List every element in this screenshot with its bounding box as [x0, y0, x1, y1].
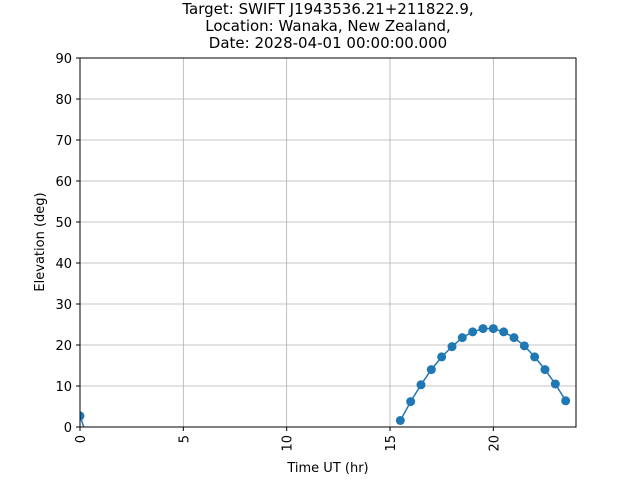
y-tick-label: 10 [55, 380, 72, 395]
data-point [457, 333, 467, 343]
data-point [416, 380, 426, 390]
y-axis-label: Elevation (deg) [33, 192, 48, 291]
x-tick-label: 10 [281, 435, 296, 452]
data-point [80, 411, 85, 421]
x-axis-ticks: 0 5 10 15 20 [74, 427, 502, 452]
elevation-series [80, 324, 571, 427]
y-tick-label: 70 [55, 134, 72, 149]
x-tick-label: 5 [177, 435, 192, 443]
x-tick-label: 20 [487, 435, 502, 452]
data-point [478, 324, 488, 334]
data-point [499, 327, 509, 337]
data-point [488, 324, 498, 334]
data-point [550, 379, 560, 389]
y-axis-ticks: 0 10 20 30 40 50 60 70 80 90 [55, 52, 80, 436]
data-point [406, 397, 416, 407]
data-point [509, 333, 519, 343]
title-line: Target: SWIFT J1943536.21+211822.9, [181, 0, 473, 18]
data-point [540, 365, 550, 375]
y-tick-label: 90 [55, 52, 72, 67]
y-tick-label: 50 [55, 216, 72, 231]
series-line [399, 327, 567, 421]
y-tick-label: 0 [64, 421, 72, 436]
data-point [561, 396, 571, 406]
x-axis-label: Time UT (hr) [286, 461, 368, 476]
data-point [519, 341, 529, 351]
chart-title: Target: SWIFT J1943536.21+211822.9,Locat… [181, 0, 473, 52]
data-point [426, 365, 436, 375]
data-point [447, 342, 457, 352]
data-point [468, 327, 478, 337]
data-point [530, 352, 540, 362]
y-tick-label: 20 [55, 339, 72, 354]
y-tick-label: 40 [55, 257, 72, 272]
x-tick-label: 15 [384, 435, 399, 452]
grid-lines [79, 57, 576, 428]
plot-frame [79, 57, 577, 428]
x-tick-label: 0 [74, 435, 89, 443]
y-tick-label: 60 [55, 175, 72, 190]
title-line: Date: 2028-04-01 00:00:00.000 [209, 34, 447, 52]
data-point [437, 352, 447, 362]
y-tick-label: 80 [55, 93, 72, 108]
title-line: Location: Wanaka, New Zealand, [205, 17, 451, 35]
y-tick-label: 30 [55, 298, 72, 313]
data-point [395, 415, 405, 425]
